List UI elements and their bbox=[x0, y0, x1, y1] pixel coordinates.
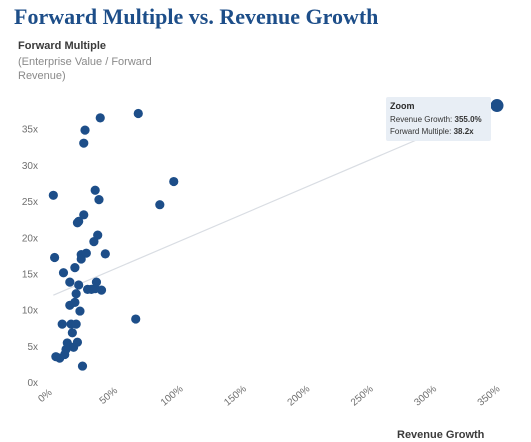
data-point bbox=[74, 280, 84, 290]
x-tick-label: 350% bbox=[476, 384, 503, 409]
y-axis-subtitle: (Enterprise Value / Forward Revenue) bbox=[18, 56, 152, 82]
tooltip-growth-label: Revenue Growth: bbox=[390, 115, 453, 124]
data-point bbox=[67, 328, 77, 338]
x-tick-label: 0% bbox=[36, 387, 54, 405]
x-tick-label: 250% bbox=[349, 384, 376, 409]
data-point bbox=[95, 113, 105, 123]
data-point bbox=[91, 277, 102, 287]
y-tick-label: 15x bbox=[22, 269, 38, 280]
data-point bbox=[80, 125, 90, 135]
tooltip-multiple-label: Forward Multiple: bbox=[390, 127, 452, 136]
data-point bbox=[94, 195, 104, 205]
data-point bbox=[155, 200, 165, 210]
y-tick-label: 35x bbox=[22, 125, 38, 136]
data-point bbox=[96, 285, 107, 295]
tooltip-multiple-value: 38.2x bbox=[453, 127, 474, 136]
y-tick-label: 20x bbox=[22, 233, 38, 244]
data-point bbox=[77, 361, 88, 371]
data-point bbox=[79, 210, 89, 220]
x-tick-label: 150% bbox=[222, 384, 249, 409]
x-tick-label: 200% bbox=[286, 384, 313, 409]
data-point bbox=[75, 306, 85, 316]
data-point bbox=[72, 337, 83, 347]
y-axis-title: Forward Multiple bbox=[18, 40, 106, 52]
data-point bbox=[70, 297, 80, 307]
y-tick-label: 0x bbox=[27, 378, 38, 389]
tooltip-growth-value: 355.0% bbox=[454, 115, 482, 124]
y-tick-label: 10x bbox=[22, 306, 38, 317]
data-point bbox=[70, 263, 80, 273]
data-point bbox=[131, 314, 141, 324]
y-tick-label: 30x bbox=[22, 161, 38, 172]
data-point bbox=[58, 268, 69, 278]
data-point bbox=[90, 185, 100, 195]
data-point bbox=[71, 319, 81, 329]
data-point bbox=[93, 230, 103, 240]
data-point bbox=[100, 249, 110, 259]
data-point bbox=[48, 190, 58, 200]
data-point bbox=[57, 319, 67, 329]
chart-title: Forward Multiple vs. Revenue Growth bbox=[14, 4, 379, 29]
x-tick-label: 50% bbox=[98, 385, 120, 406]
data-point bbox=[50, 252, 60, 263]
tooltip-multiple-row: Forward Multiple: 38.2x bbox=[390, 127, 474, 136]
data-point bbox=[81, 248, 91, 258]
data-point bbox=[71, 289, 81, 299]
data-point bbox=[169, 176, 179, 187]
data-point bbox=[74, 216, 84, 226]
x-tick-label: 100% bbox=[159, 384, 186, 409]
y-tick-label: 5x bbox=[27, 342, 38, 353]
highlighted-point bbox=[490, 99, 504, 113]
tooltip-title: Zoom bbox=[390, 101, 415, 111]
point-tooltip: Zoom Revenue Growth: 355.0% Forward Mult… bbox=[386, 97, 491, 141]
data-point bbox=[65, 277, 75, 287]
x-axis-title: Revenue Growth bbox=[397, 429, 485, 441]
tooltip-growth-row: Revenue Growth: 355.0% bbox=[390, 115, 482, 124]
x-tick-label: 300% bbox=[412, 384, 439, 409]
data-point bbox=[133, 108, 143, 119]
y-tick-label: 25x bbox=[22, 197, 38, 208]
data-point bbox=[79, 138, 89, 148]
